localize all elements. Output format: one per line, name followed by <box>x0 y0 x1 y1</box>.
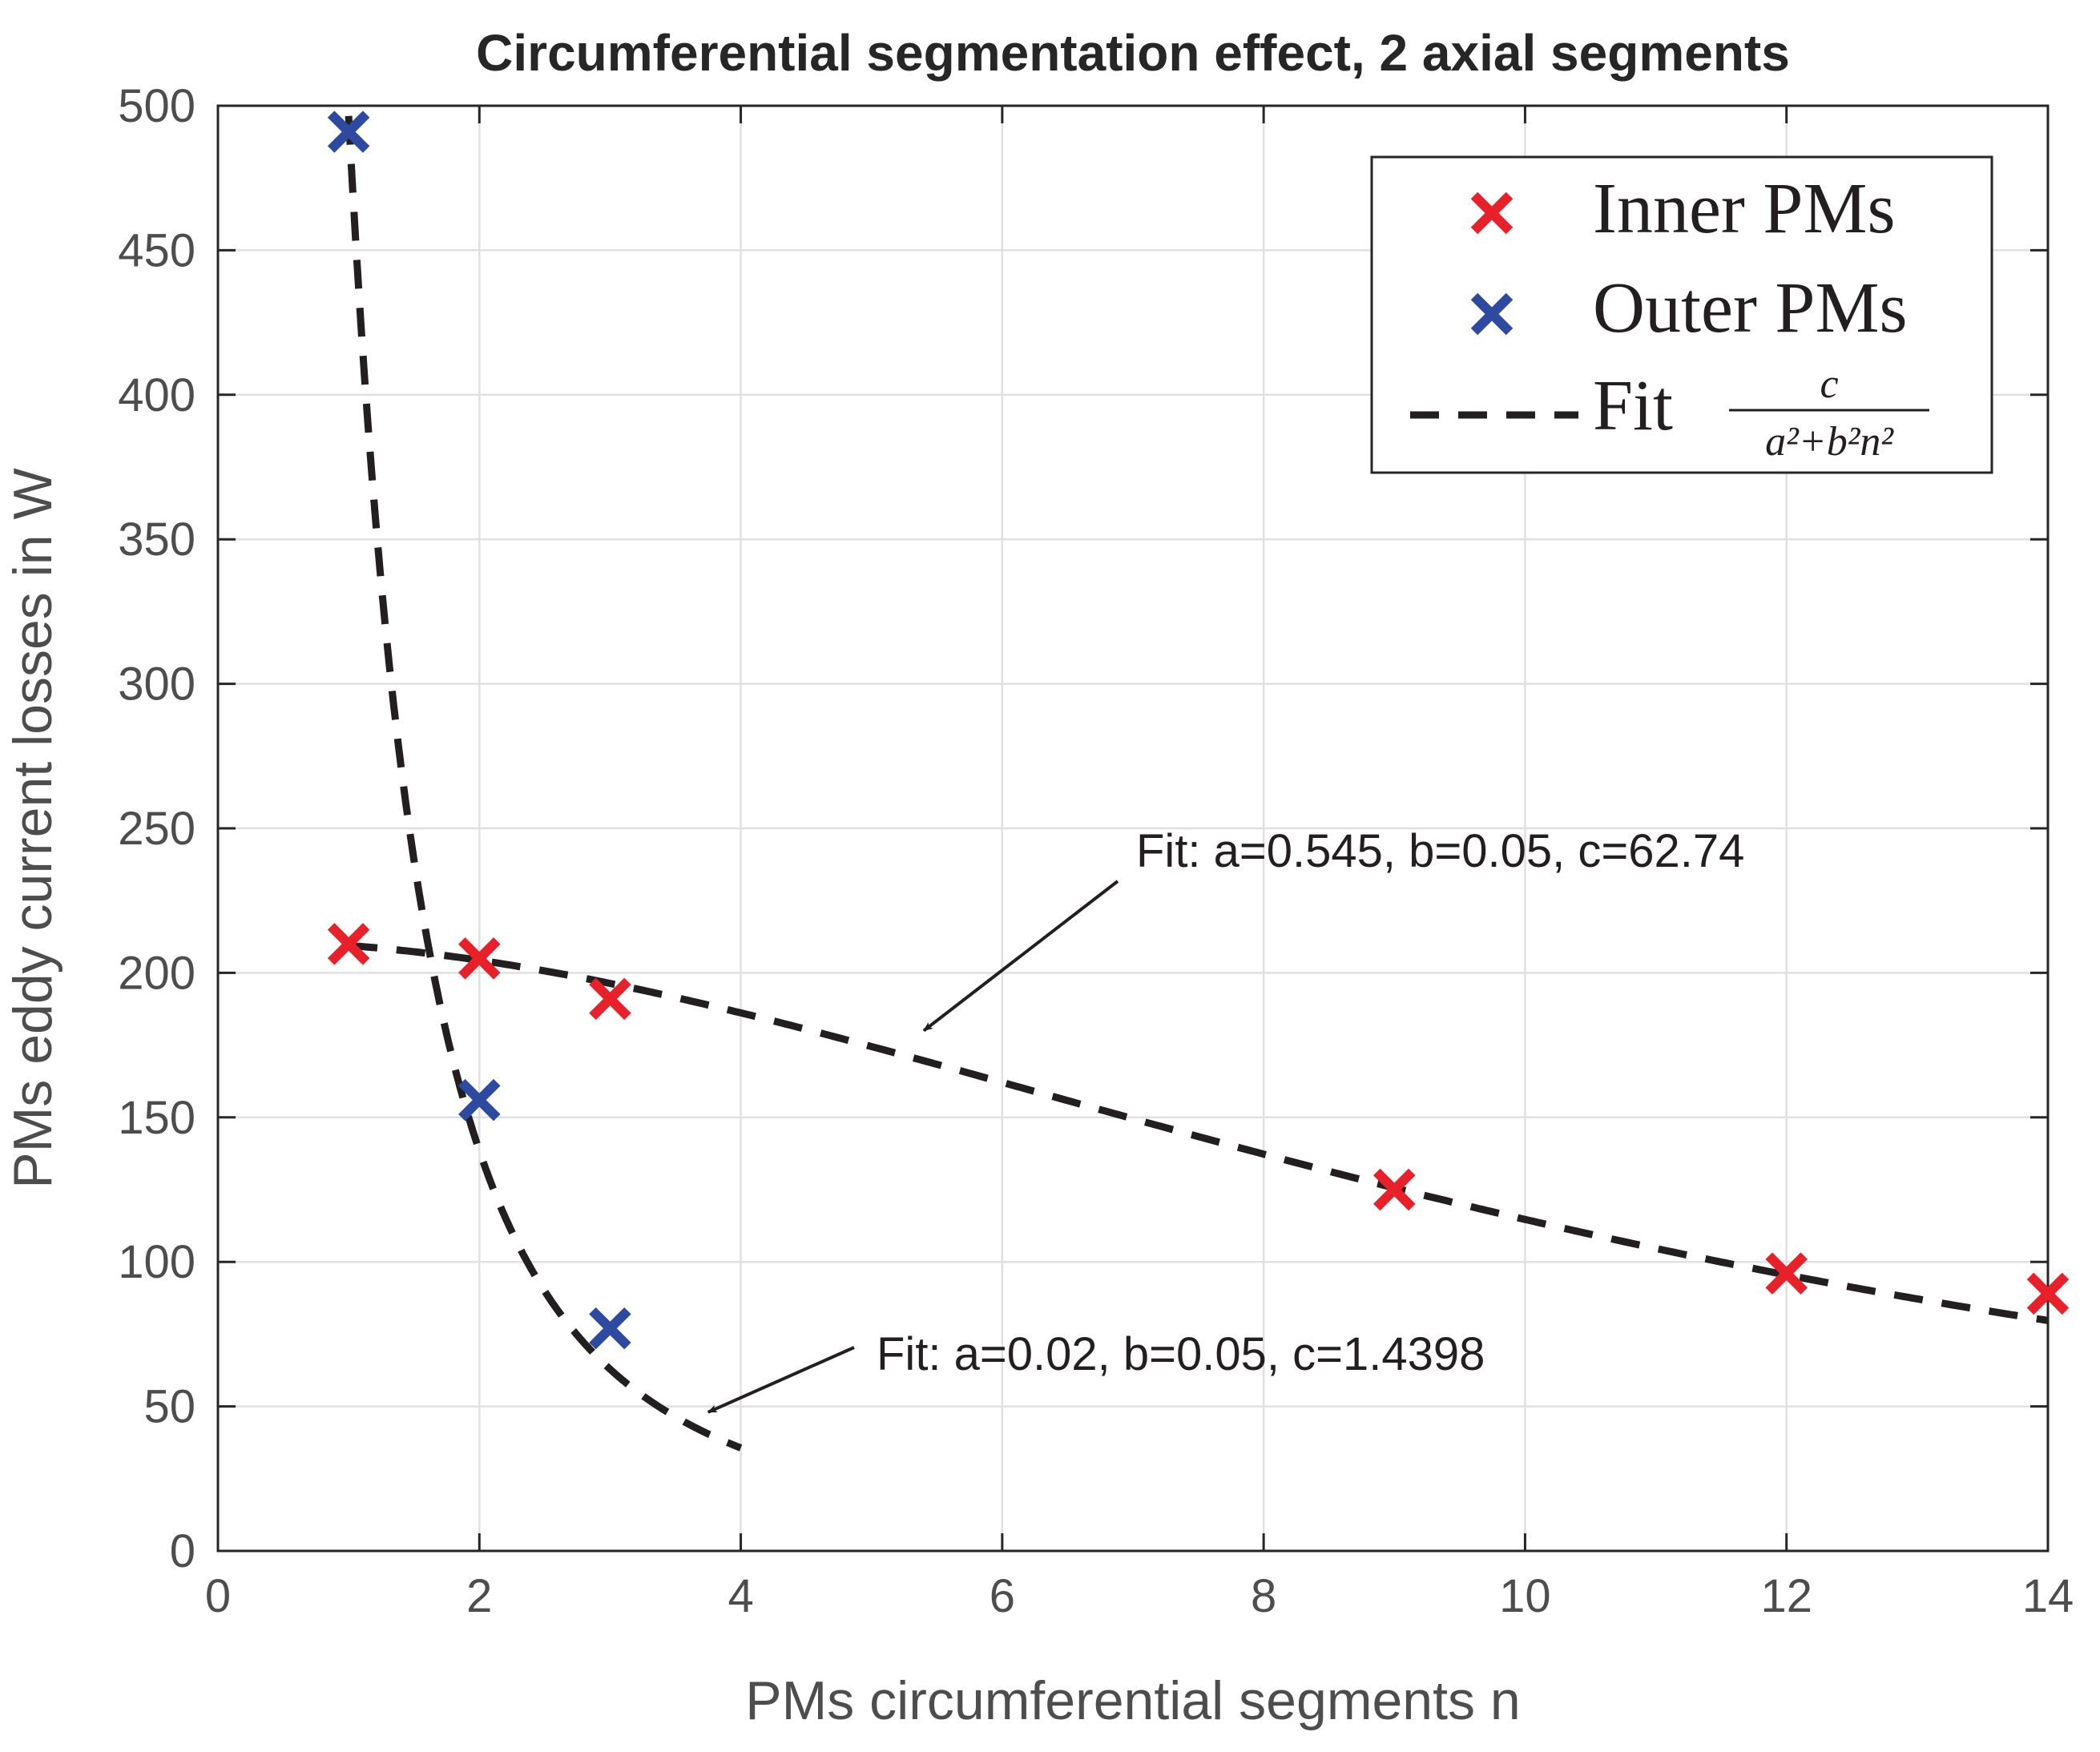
y-tick-label: 400 <box>118 369 195 421</box>
x-tick-label: 12 <box>1760 1570 1812 1622</box>
y-tick-label: 250 <box>118 803 195 855</box>
y-tick-label: 150 <box>118 1092 195 1144</box>
legend-label-inner: Inner PMs <box>1593 169 1896 248</box>
fit-curve-inner <box>348 941 2049 1324</box>
y-tick-label: 350 <box>118 514 195 566</box>
x-tick-label: 8 <box>1251 1570 1276 1622</box>
data-point-inner <box>327 923 370 965</box>
y-tick-label: 450 <box>118 224 195 276</box>
legend-marker-outer <box>1470 292 1514 336</box>
data-point-inner <box>1373 1168 1416 1211</box>
annotation-arrow <box>922 880 1119 1033</box>
x-tick-label: 6 <box>990 1570 1015 1622</box>
legend-formula-numerator: c <box>1820 361 1838 407</box>
x-tick-label: 4 <box>728 1570 753 1622</box>
y-axis-label: PMs eddy current losses in W <box>2 468 63 1188</box>
data-point-outer <box>458 1078 501 1122</box>
y-tick-label: 300 <box>118 659 195 711</box>
y-tick-label: 200 <box>118 947 195 999</box>
annotations: Fit: a=0.545, b=0.05, c=62.74 Fit: a=0.02… <box>707 825 1744 1414</box>
x-tick-label: 0 <box>205 1570 231 1622</box>
legend-box <box>1370 155 1993 474</box>
data-points <box>327 111 2070 1350</box>
y-tick-label: 500 <box>118 80 195 132</box>
x-tick-label: 10 <box>1499 1570 1551 1622</box>
x-tick-label: 2 <box>466 1570 492 1622</box>
x-axis-label: PMs circumferential segments n <box>745 1670 1520 1731</box>
data-point-inner <box>589 977 631 1021</box>
legend: Inner PMs Outer PMs Fit c a²+b²n² <box>1370 155 1993 474</box>
annotation-arrow <box>707 1346 855 1414</box>
data-point-inner <box>1765 1252 1808 1295</box>
fit-curve-outer <box>345 115 743 1452</box>
fit-curves <box>345 115 2049 1452</box>
y-tick-label: 0 <box>170 1525 195 1577</box>
legend-label-fit: Fit <box>1593 366 1673 445</box>
x-tick-label: 14 <box>2022 1570 2074 1622</box>
data-point-outer <box>589 1307 631 1350</box>
data-point-inner <box>2026 1272 2070 1315</box>
data-point-inner <box>458 937 501 980</box>
annotation-text: Fit: a=0.545, b=0.05, c=62.74 <box>1136 825 1744 877</box>
data-point-outer <box>327 111 370 153</box>
annotation-text: Fit: a=0.02, b=0.05, c=1.4398 <box>877 1328 1485 1380</box>
chart-title: Circumferential segmentation effect, 2 a… <box>476 24 1790 82</box>
axis-ticks: 0 2 4 6 8 10 12 14 0 50 100 150 200 250 300 350 400 450 50… <box>118 80 2074 1622</box>
grid <box>218 106 2048 1551</box>
legend-label-outer: Outer PMs <box>1593 268 1908 348</box>
y-tick-label: 100 <box>118 1236 195 1288</box>
y-tick-label: 50 <box>143 1381 195 1433</box>
legend-formula-denominator: a²+b²n² <box>1765 419 1894 465</box>
legend-marker-inner <box>1470 191 1514 235</box>
